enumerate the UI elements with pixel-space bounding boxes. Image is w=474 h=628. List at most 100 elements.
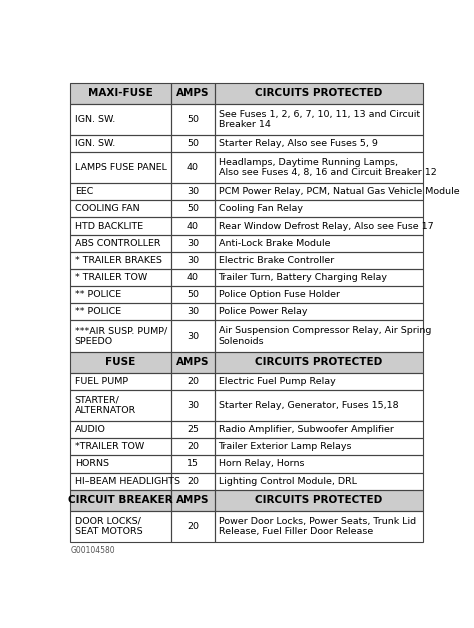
Bar bbox=[215, 235, 423, 252]
Bar bbox=[215, 252, 423, 269]
Bar bbox=[215, 104, 423, 135]
Bar bbox=[171, 511, 215, 542]
Bar bbox=[215, 320, 423, 352]
Bar bbox=[70, 217, 171, 235]
Text: HI–BEAM HEADLIGHTS: HI–BEAM HEADLIGHTS bbox=[75, 477, 180, 485]
Bar bbox=[70, 83, 171, 104]
Text: HTD BACKLITE: HTD BACKLITE bbox=[75, 222, 143, 230]
Text: LAMPS FUSE PANEL: LAMPS FUSE PANEL bbox=[75, 163, 166, 172]
Bar bbox=[171, 217, 215, 235]
Bar bbox=[70, 183, 171, 200]
Text: 40: 40 bbox=[187, 222, 199, 230]
Bar bbox=[70, 472, 171, 490]
Text: Cooling Fan Relay: Cooling Fan Relay bbox=[219, 204, 302, 214]
Text: 15: 15 bbox=[187, 460, 199, 468]
Text: ABS CONTROLLER: ABS CONTROLLER bbox=[75, 239, 160, 247]
Bar bbox=[70, 135, 171, 152]
Bar bbox=[215, 390, 423, 421]
Bar bbox=[171, 373, 215, 390]
Text: See Fuses 1, 2, 6, 7, 10, 11, 13 and Circuit
Breaker 14: See Fuses 1, 2, 6, 7, 10, 11, 13 and Cir… bbox=[219, 110, 419, 129]
Text: AMPS: AMPS bbox=[176, 495, 210, 506]
Text: AUDIO: AUDIO bbox=[75, 425, 106, 434]
Bar bbox=[70, 472, 423, 490]
Text: Electric Brake Controller: Electric Brake Controller bbox=[219, 256, 334, 265]
Bar bbox=[70, 217, 423, 235]
Bar bbox=[171, 235, 215, 252]
Text: Police Power Relay: Police Power Relay bbox=[219, 307, 307, 317]
Bar bbox=[215, 472, 423, 490]
Bar bbox=[171, 152, 215, 183]
Text: DOOR LOCKS/
SEAT MOTORS: DOOR LOCKS/ SEAT MOTORS bbox=[75, 517, 142, 536]
Bar bbox=[70, 104, 171, 135]
Bar bbox=[171, 472, 215, 490]
Bar bbox=[171, 490, 215, 511]
Text: ** POLICE: ** POLICE bbox=[75, 290, 121, 299]
Text: 20: 20 bbox=[187, 442, 199, 452]
Bar bbox=[171, 269, 215, 286]
Bar bbox=[70, 352, 423, 373]
Text: AMPS: AMPS bbox=[176, 357, 210, 367]
Bar bbox=[70, 152, 423, 183]
Bar bbox=[171, 390, 215, 421]
Text: 30: 30 bbox=[187, 307, 199, 317]
Text: Lighting Control Module, DRL: Lighting Control Module, DRL bbox=[219, 477, 356, 485]
Bar bbox=[171, 438, 215, 455]
Bar bbox=[215, 438, 423, 455]
Bar bbox=[215, 373, 423, 390]
Bar bbox=[215, 269, 423, 286]
Text: FUEL PUMP: FUEL PUMP bbox=[75, 377, 128, 386]
Text: 50: 50 bbox=[187, 290, 199, 299]
Bar bbox=[215, 455, 423, 472]
Text: Rear Window Defrost Relay, Also see Fuse 17: Rear Window Defrost Relay, Also see Fuse… bbox=[219, 222, 433, 230]
Bar bbox=[70, 373, 171, 390]
Bar bbox=[215, 303, 423, 320]
Text: 20: 20 bbox=[187, 377, 199, 386]
Bar bbox=[70, 252, 423, 269]
Bar bbox=[70, 104, 423, 135]
Bar bbox=[215, 352, 423, 373]
Bar bbox=[70, 200, 423, 217]
Text: 20: 20 bbox=[187, 477, 199, 485]
Bar bbox=[171, 200, 215, 217]
Text: 40: 40 bbox=[187, 163, 199, 172]
Bar bbox=[215, 490, 423, 511]
Bar bbox=[70, 373, 423, 390]
Bar bbox=[215, 152, 423, 183]
Text: Electric Fuel Pump Relay: Electric Fuel Pump Relay bbox=[219, 377, 335, 386]
Bar bbox=[171, 320, 215, 352]
Bar bbox=[215, 200, 423, 217]
Bar bbox=[171, 303, 215, 320]
Bar bbox=[171, 286, 215, 303]
Bar bbox=[70, 490, 171, 511]
Bar bbox=[70, 286, 423, 303]
Text: IGN. SW.: IGN. SW. bbox=[75, 115, 115, 124]
Text: Starter Relay, Also see Fuses 5, 9: Starter Relay, Also see Fuses 5, 9 bbox=[219, 139, 377, 148]
Bar bbox=[70, 490, 423, 511]
Bar bbox=[215, 83, 423, 104]
Text: 30: 30 bbox=[187, 332, 199, 340]
Text: ***AIR SUSP. PUMP/
SPEEDO: ***AIR SUSP. PUMP/ SPEEDO bbox=[75, 327, 167, 345]
Text: Police Option Fuse Holder: Police Option Fuse Holder bbox=[219, 290, 339, 299]
Bar bbox=[70, 320, 171, 352]
Bar bbox=[215, 135, 423, 152]
Text: Trailer Turn, Battery Charging Relay: Trailer Turn, Battery Charging Relay bbox=[219, 273, 388, 282]
Bar bbox=[70, 152, 171, 183]
Bar bbox=[70, 286, 171, 303]
Bar bbox=[215, 217, 423, 235]
Text: 30: 30 bbox=[187, 187, 199, 196]
Bar bbox=[171, 135, 215, 152]
Bar bbox=[70, 352, 171, 373]
Text: Horn Relay, Horns: Horn Relay, Horns bbox=[219, 460, 304, 468]
Bar bbox=[215, 511, 423, 542]
Text: Trailer Exterior Lamp Relays: Trailer Exterior Lamp Relays bbox=[219, 442, 352, 452]
Bar bbox=[70, 235, 171, 252]
Text: COOLING FAN: COOLING FAN bbox=[75, 204, 139, 214]
Bar bbox=[171, 183, 215, 200]
Text: CIRCUITS PROTECTED: CIRCUITS PROTECTED bbox=[255, 495, 383, 506]
Text: Power Door Locks, Power Seats, Trunk Lid
Release, Fuel Filler Door Release: Power Door Locks, Power Seats, Trunk Lid… bbox=[219, 517, 416, 536]
Bar bbox=[215, 286, 423, 303]
Text: 30: 30 bbox=[187, 401, 199, 410]
Text: FUSE: FUSE bbox=[105, 357, 136, 367]
Bar bbox=[215, 421, 423, 438]
Text: G00104580: G00104580 bbox=[70, 546, 115, 555]
